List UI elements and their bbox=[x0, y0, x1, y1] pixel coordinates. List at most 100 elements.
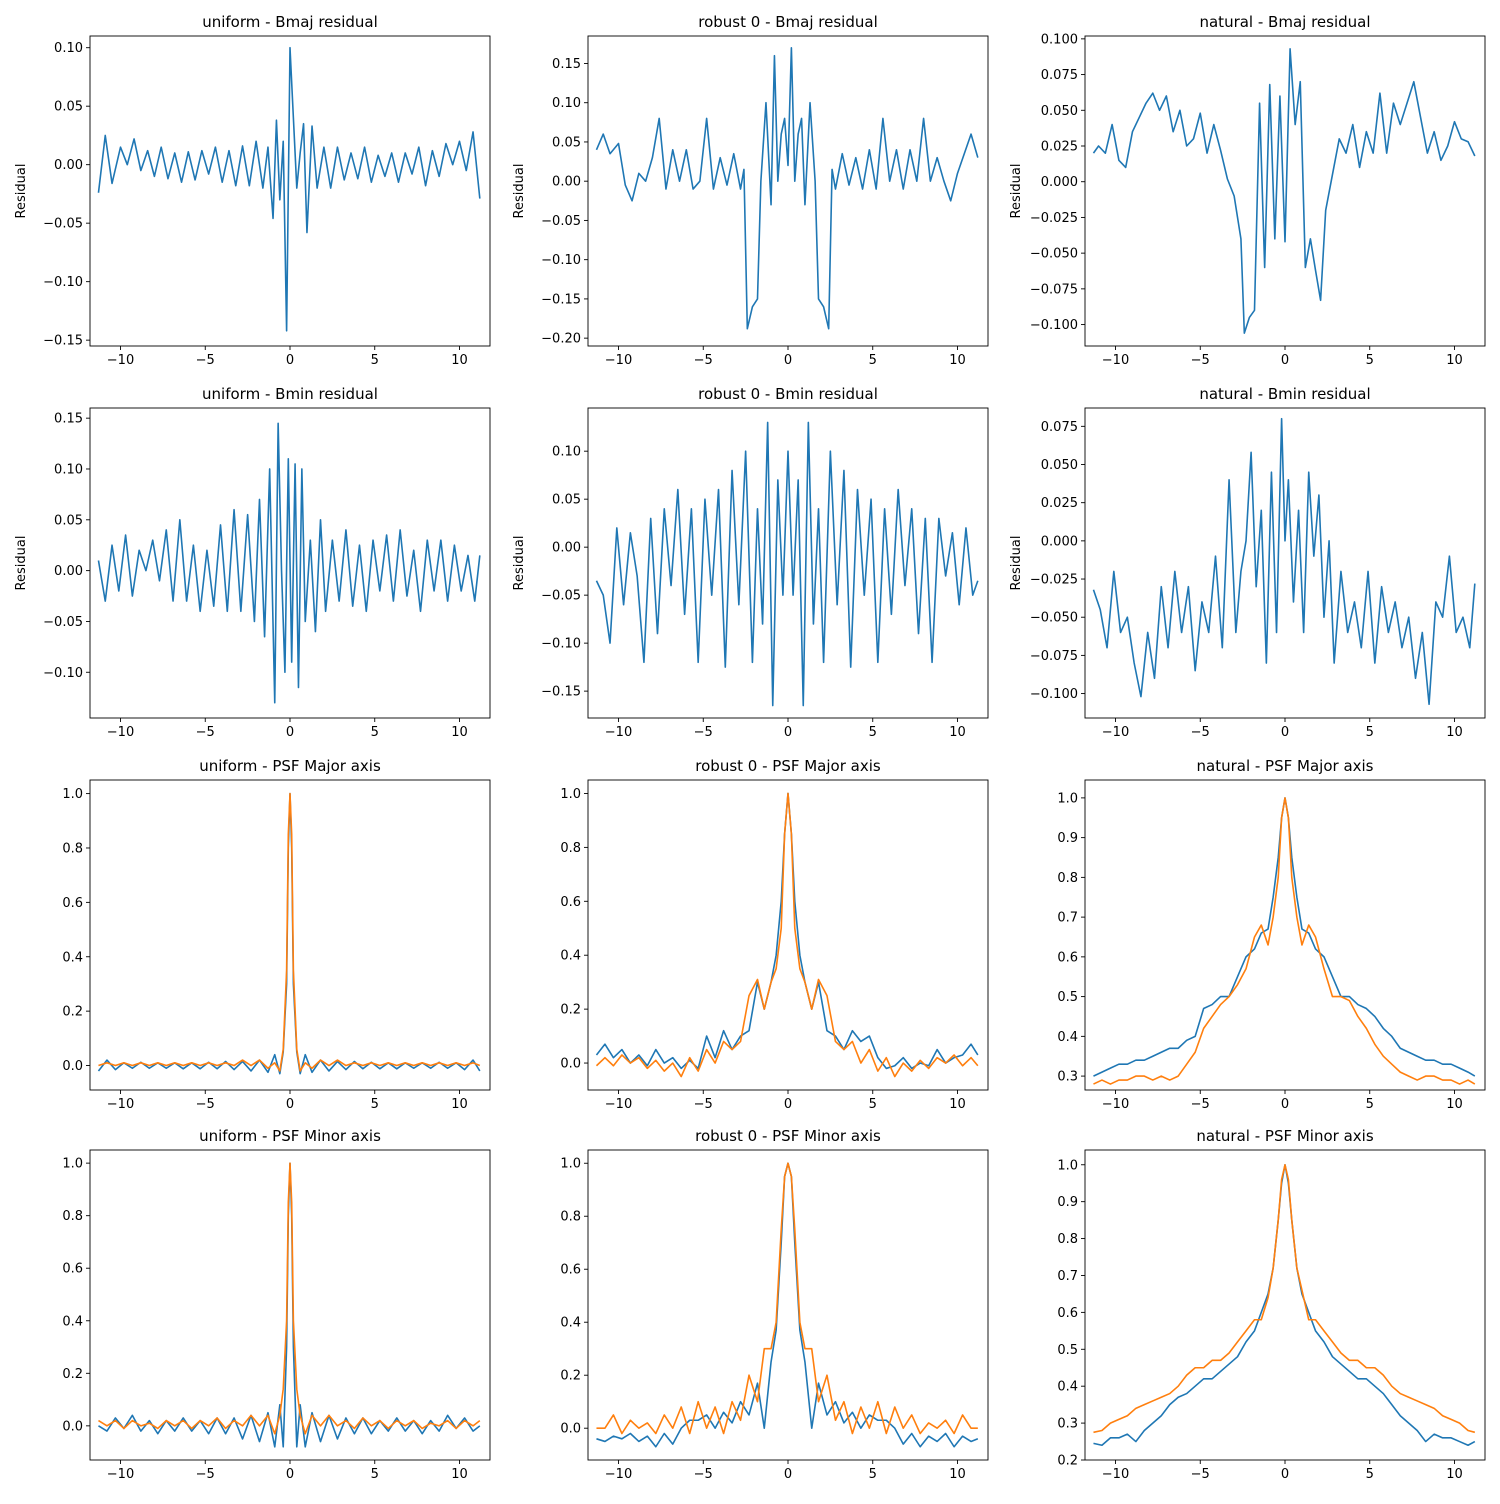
y-tick-label: 0.00 bbox=[552, 175, 581, 190]
y-tick-label: 0.6 bbox=[1057, 1306, 1078, 1321]
y-tick-label: 0.05 bbox=[552, 135, 581, 150]
x-tick-label: 10 bbox=[451, 1467, 468, 1482]
y-axis-label: Residual bbox=[1009, 164, 1024, 219]
x-tick-label: −5 bbox=[196, 353, 215, 368]
x-tick-label: 5 bbox=[371, 1467, 379, 1482]
y-tick-label: −0.050 bbox=[1030, 611, 1078, 626]
x-tick-label: 10 bbox=[949, 1467, 966, 1482]
y-tick-label: −0.15 bbox=[541, 685, 581, 700]
y-tick-label: 0.075 bbox=[1041, 68, 1078, 83]
x-tick-label: 5 bbox=[371, 353, 379, 368]
subplot-title: natural - PSF Major axis bbox=[1197, 757, 1374, 775]
y-tick-label: 0.0 bbox=[560, 1422, 581, 1437]
x-tick-label: −10 bbox=[107, 1467, 134, 1482]
y-tick-label: 0.0 bbox=[62, 1059, 83, 1074]
y-tick-label: 0.10 bbox=[552, 96, 581, 111]
x-tick-label: 5 bbox=[371, 725, 379, 740]
x-tick-label: −10 bbox=[107, 353, 134, 368]
x-tick-label: 10 bbox=[451, 1097, 468, 1112]
axes-frame bbox=[587, 35, 989, 347]
series-line-1 bbox=[596, 1162, 979, 1448]
y-tick-label: 0.8 bbox=[1057, 1232, 1078, 1247]
x-tick-label: −10 bbox=[605, 353, 632, 368]
y-tick-label: −0.025 bbox=[1030, 211, 1078, 226]
y-tick-label: 1.0 bbox=[62, 1157, 83, 1172]
series-line-1 bbox=[595, 792, 979, 1070]
subplot-title: natural - Bmin residual bbox=[1199, 385, 1370, 403]
x-tick-label: 0 bbox=[784, 725, 792, 740]
x-tick-label: 0 bbox=[784, 353, 792, 368]
series-line-2 bbox=[1093, 797, 1476, 1085]
subplot-title: uniform - PSF Minor axis bbox=[199, 1127, 381, 1145]
x-tick-label: 10 bbox=[949, 1097, 966, 1112]
y-tick-label: 0.3 bbox=[1057, 1070, 1078, 1085]
y-tick-label: 0.000 bbox=[1041, 175, 1078, 190]
series-line-1 bbox=[1092, 48, 1476, 334]
subplot-6: −10 −5 0 5 10 −0.100 −0.075 −0.050 −0.025 0.000 0.… bbox=[1009, 385, 1486, 740]
x-tick-label: −5 bbox=[1191, 725, 1210, 740]
y-tick-label: −0.025 bbox=[1030, 573, 1078, 588]
x-tick-label: −10 bbox=[107, 725, 134, 740]
y-tick-label: 0.00 bbox=[54, 158, 83, 173]
y-axis-label: Residual bbox=[512, 536, 527, 591]
x-tick-label: −5 bbox=[1191, 1467, 1210, 1482]
y-tick-label: 0.8 bbox=[1057, 871, 1078, 886]
x-tick-label: 10 bbox=[451, 353, 468, 368]
y-axis-label: Residual bbox=[14, 536, 29, 591]
y-tick-label: 0.0 bbox=[62, 1419, 83, 1434]
y-tick-label: 0.6 bbox=[62, 896, 83, 911]
y-tick-label: 0.00 bbox=[552, 541, 581, 556]
y-tick-label: 0.2 bbox=[560, 1003, 581, 1018]
series-line-1 bbox=[1092, 417, 1476, 706]
series-line-1 bbox=[97, 422, 481, 704]
y-tick-label: 0.15 bbox=[552, 57, 581, 72]
y-tick-label: −0.10 bbox=[541, 253, 581, 268]
x-tick-label: 10 bbox=[949, 353, 966, 368]
y-tick-label: 0.6 bbox=[560, 895, 581, 910]
subplot-7: −10 −5 0 5 10 0.0 0.2 0.4 0.6 0.8 1.0 uniform - PSF… bbox=[62, 757, 491, 1112]
subplot-1: −10 −5 0 5 10 −0.15 −0.10 −0.05 0.00 0.05 0.10 unif… bbox=[14, 13, 491, 368]
y-tick-label: 0.05 bbox=[552, 493, 581, 508]
y-tick-label: −0.10 bbox=[43, 666, 83, 681]
y-tick-label: 0.4 bbox=[560, 1316, 581, 1331]
axes-frame bbox=[1084, 779, 1486, 1091]
y-axis-label: Residual bbox=[512, 164, 527, 219]
subplot-11: −10 −5 0 5 10 0.0 0.2 0.4 0.6 0.8 1.0 robust 0 - PS… bbox=[560, 1127, 989, 1482]
x-tick-label: 0 bbox=[1281, 1097, 1289, 1112]
y-tick-label: −0.075 bbox=[1030, 282, 1078, 297]
y-tick-label: 0.5 bbox=[1057, 1343, 1078, 1358]
series-line-1 bbox=[595, 46, 979, 330]
axes-frame bbox=[587, 1149, 989, 1461]
y-tick-label: 0.2 bbox=[62, 1005, 83, 1020]
x-tick-label: −10 bbox=[107, 1097, 134, 1112]
x-tick-label: 0 bbox=[1281, 353, 1289, 368]
y-tick-label: 0.00 bbox=[54, 564, 83, 579]
x-tick-label: −10 bbox=[605, 1097, 632, 1112]
y-tick-label: −0.100 bbox=[1030, 318, 1078, 333]
y-tick-label: 0.075 bbox=[1041, 420, 1078, 435]
y-tick-label: 0.4 bbox=[62, 1314, 83, 1329]
y-tick-label: 1.0 bbox=[1057, 1158, 1078, 1173]
subplot-3: −10 −5 0 5 10 −0.100 −0.075 −0.050 −0.025 0.000 0.… bbox=[1009, 13, 1486, 368]
y-tick-label: 0.05 bbox=[54, 513, 83, 528]
subplot-title: natural - PSF Minor axis bbox=[1196, 1127, 1373, 1145]
x-tick-label: 5 bbox=[1366, 1467, 1374, 1482]
axes-frame bbox=[89, 1149, 491, 1461]
x-tick-label: 0 bbox=[1281, 725, 1289, 740]
subplot-2: −10 −5 0 5 10 −0.20 −0.15 −0.10 −0.05 0.00 0.05 0.1… bbox=[512, 13, 989, 368]
y-tick-label: 0.8 bbox=[62, 841, 83, 856]
subplot-title: robust 0 - Bmin residual bbox=[698, 385, 878, 403]
axes-frame bbox=[1084, 407, 1486, 719]
y-tick-label: −0.075 bbox=[1030, 649, 1078, 664]
x-tick-label: −10 bbox=[1102, 1467, 1129, 1482]
x-tick-label: −5 bbox=[196, 1097, 215, 1112]
y-tick-label: −0.100 bbox=[1030, 687, 1078, 702]
y-tick-label: −0.05 bbox=[43, 615, 83, 630]
x-tick-label: −10 bbox=[1102, 353, 1129, 368]
y-tick-label: 1.0 bbox=[560, 787, 581, 802]
x-tick-label: 0 bbox=[1281, 1467, 1289, 1482]
series-line-2 bbox=[596, 1162, 978, 1435]
y-tick-label: 0.4 bbox=[62, 950, 83, 965]
x-tick-label: −5 bbox=[196, 1467, 215, 1482]
y-tick-label: 0.7 bbox=[1057, 911, 1078, 926]
